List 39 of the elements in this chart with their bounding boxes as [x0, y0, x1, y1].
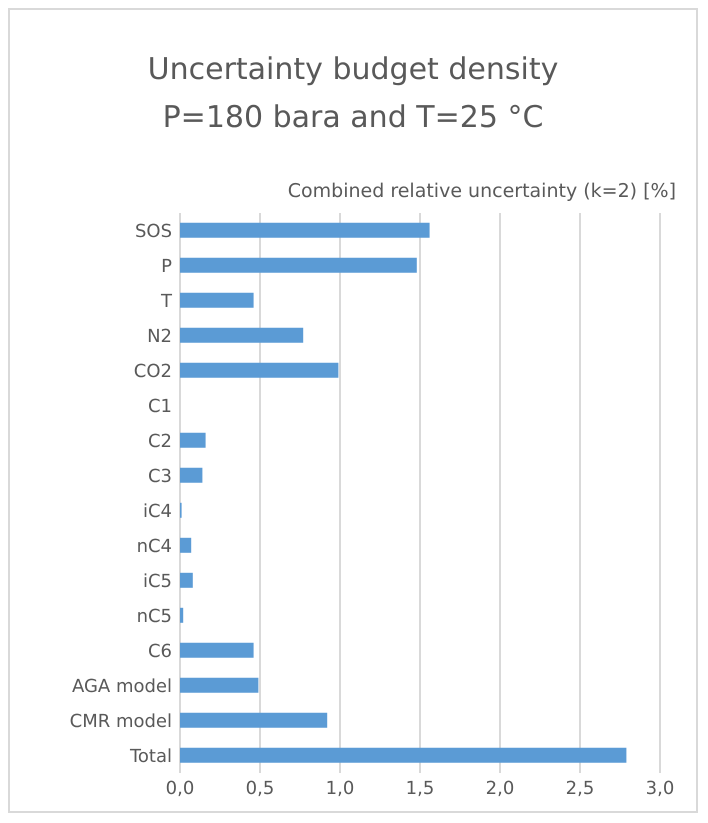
y-tick-label: C2 — [148, 430, 172, 452]
x-tick-label: 1,0 — [326, 778, 354, 799]
y-tick-label: iC4 — [142, 500, 172, 522]
y-tick-label: Total — [128, 746, 172, 767]
bar — [180, 222, 430, 238]
y-tick-label: AGA model — [72, 676, 172, 697]
chart-title: Uncertainty budget density P=180 bara and T=25 °C — [146, 51, 560, 137]
y-tick-label: SOS — [134, 220, 172, 242]
x-tick-label: 3,0 — [646, 778, 674, 799]
bar — [180, 292, 254, 308]
bar — [180, 572, 193, 588]
x-tick-label: 1,5 — [406, 778, 434, 799]
y-tick-label: CMR model — [70, 710, 172, 732]
bar — [180, 362, 338, 378]
bar — [180, 538, 192, 553]
x-tick-label: 0,5 — [246, 778, 274, 799]
bar — [180, 678, 258, 693]
x-axis-title: Combined relative uncertainty (k=2) [%] — [286, 180, 677, 202]
y-tick-label: N2 — [147, 326, 172, 347]
y-tick-label: nC4 — [136, 536, 172, 557]
bar — [180, 468, 202, 483]
y-tick-label: T — [160, 290, 173, 312]
y-tick-label: CO2 — [134, 360, 172, 382]
bar — [180, 712, 328, 728]
bar — [180, 642, 254, 658]
x-tick-label: 2,5 — [566, 778, 594, 799]
bar — [180, 432, 206, 448]
bar — [180, 608, 184, 623]
y-tick-label: nC5 — [136, 606, 172, 627]
y-tick-label: C3 — [148, 466, 172, 487]
x-tick-label: 0,0 — [166, 778, 194, 799]
y-tick-label: iC5 — [142, 570, 172, 592]
x-tick-label: 2,0 — [486, 778, 514, 799]
y-tick-label: C1 — [148, 396, 172, 417]
bar — [180, 748, 626, 763]
bar — [180, 258, 417, 273]
y-tick-label: C6 — [148, 640, 172, 662]
y-tick-label: P — [161, 256, 172, 277]
bar — [180, 328, 304, 343]
